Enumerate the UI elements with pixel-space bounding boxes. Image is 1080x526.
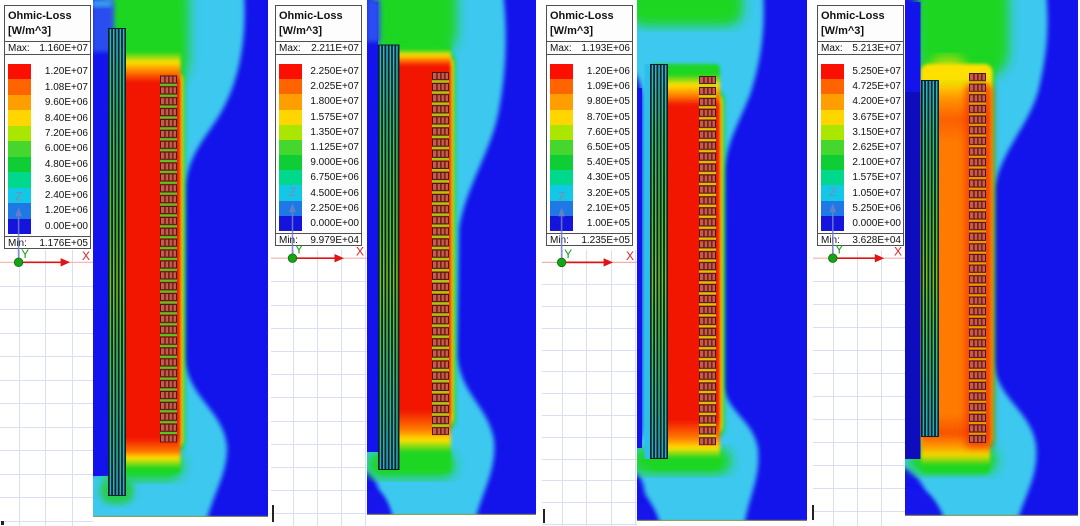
svg-text:X: X (894, 245, 902, 259)
svg-text:Z: Z (15, 189, 22, 203)
svg-text:Z: Z (829, 185, 836, 199)
svg-text:Y: Y (835, 243, 843, 257)
svg-text:Z: Z (558, 189, 565, 203)
svg-text:Z: Z (289, 185, 296, 199)
svg-text:Y: Y (295, 243, 303, 257)
svg-text:X: X (82, 249, 90, 263)
svg-text:X: X (626, 249, 634, 263)
svg-text:X: X (356, 245, 364, 259)
svg-text:Y: Y (564, 247, 572, 261)
svg-text:Y: Y (21, 247, 29, 261)
